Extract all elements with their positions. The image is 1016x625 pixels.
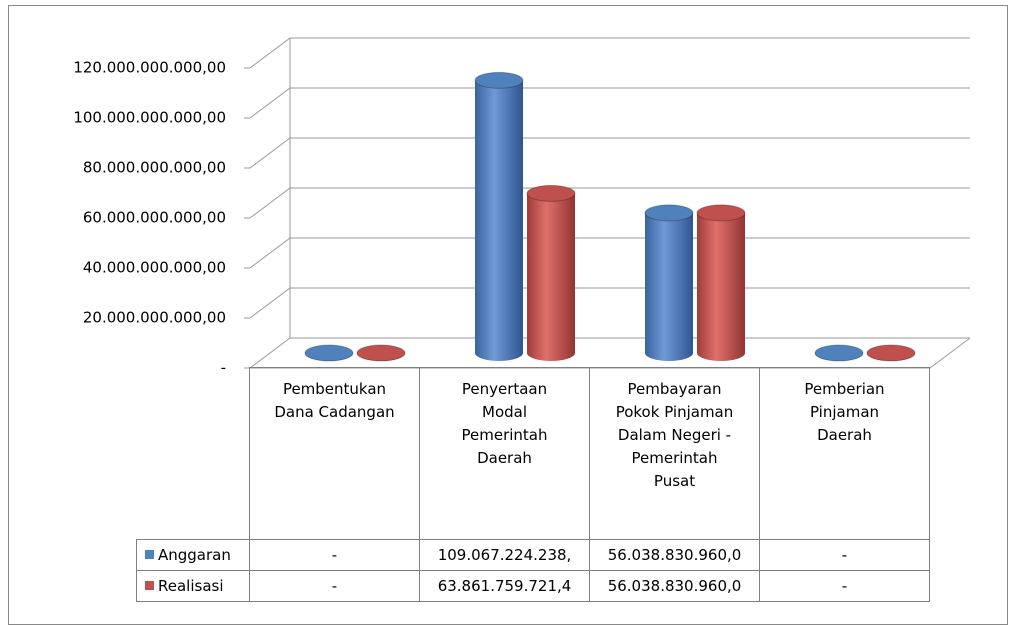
cylinder <box>814 344 864 362</box>
value-label: - <box>249 570 420 602</box>
y-tick-label: 80.000.000.000,00 <box>83 159 226 177</box>
value-label: 109.067.224.238, <box>419 539 590 571</box>
grid-line <box>249 37 970 69</box>
value-label: - <box>759 539 930 571</box>
legend-entry: Realisasi <box>136 570 250 602</box>
category-label: Pembentukan Dana Cadangan <box>249 367 420 540</box>
cylinder-top <box>866 344 916 362</box>
value-label: 63.861.759.721,4 <box>419 570 590 602</box>
cylinder-side <box>475 80 523 361</box>
floor <box>250 337 971 369</box>
grid-line <box>249 87 970 119</box>
legend-swatch <box>145 581 154 590</box>
cylinder-side <box>697 212 745 361</box>
value-label: - <box>249 539 420 571</box>
cylinder <box>526 184 576 361</box>
cylinder-top <box>474 71 524 89</box>
cylinder <box>356 344 406 362</box>
category-label: Pembayaran Pokok Pinjaman Dalam Negeri -… <box>589 367 760 540</box>
y-tick-label: 100.000.000.000,00 <box>73 109 226 127</box>
value-label: - <box>759 570 930 602</box>
y-tick-label: - <box>221 359 226 377</box>
value-label: 56.038.830.960,0 <box>589 570 760 602</box>
grid-line <box>249 237 970 269</box>
cylinder <box>474 71 524 361</box>
y-tick-label: 20.000.000.000,00 <box>83 309 226 327</box>
cylinder-top <box>526 184 576 202</box>
category-label: Penyertaan Modal Pemerintah Daerah <box>419 367 590 540</box>
cylinder <box>644 204 694 361</box>
cylinder <box>696 204 746 361</box>
y-tick-label: 60.000.000.000,00 <box>83 209 226 227</box>
cylinder-side <box>527 193 575 361</box>
grid-line <box>249 137 970 169</box>
cylinder-top <box>696 204 746 222</box>
cylinder <box>866 344 916 362</box>
cylinder-side <box>645 212 693 361</box>
grid-line <box>249 287 970 319</box>
y-tick-label: 40.000.000.000,00 <box>83 259 226 277</box>
cylinder <box>304 344 354 362</box>
legend-swatch <box>145 550 154 559</box>
legend-entry: Anggaran <box>136 539 250 571</box>
grid-line <box>249 187 970 219</box>
y-tick-label: 120.000.000.000,00 <box>73 59 226 77</box>
value-label: 56.038.830.960,0 <box>589 539 760 571</box>
cylinder-top <box>304 344 354 362</box>
category-label: Pemberian Pinjaman Daerah <box>759 367 930 540</box>
cylinder-top <box>356 344 406 362</box>
legend-label: Anggaran <box>158 546 231 564</box>
legend-label: Realisasi <box>158 577 224 595</box>
cylinder-top <box>814 344 864 362</box>
cylinder-top <box>644 204 694 222</box>
